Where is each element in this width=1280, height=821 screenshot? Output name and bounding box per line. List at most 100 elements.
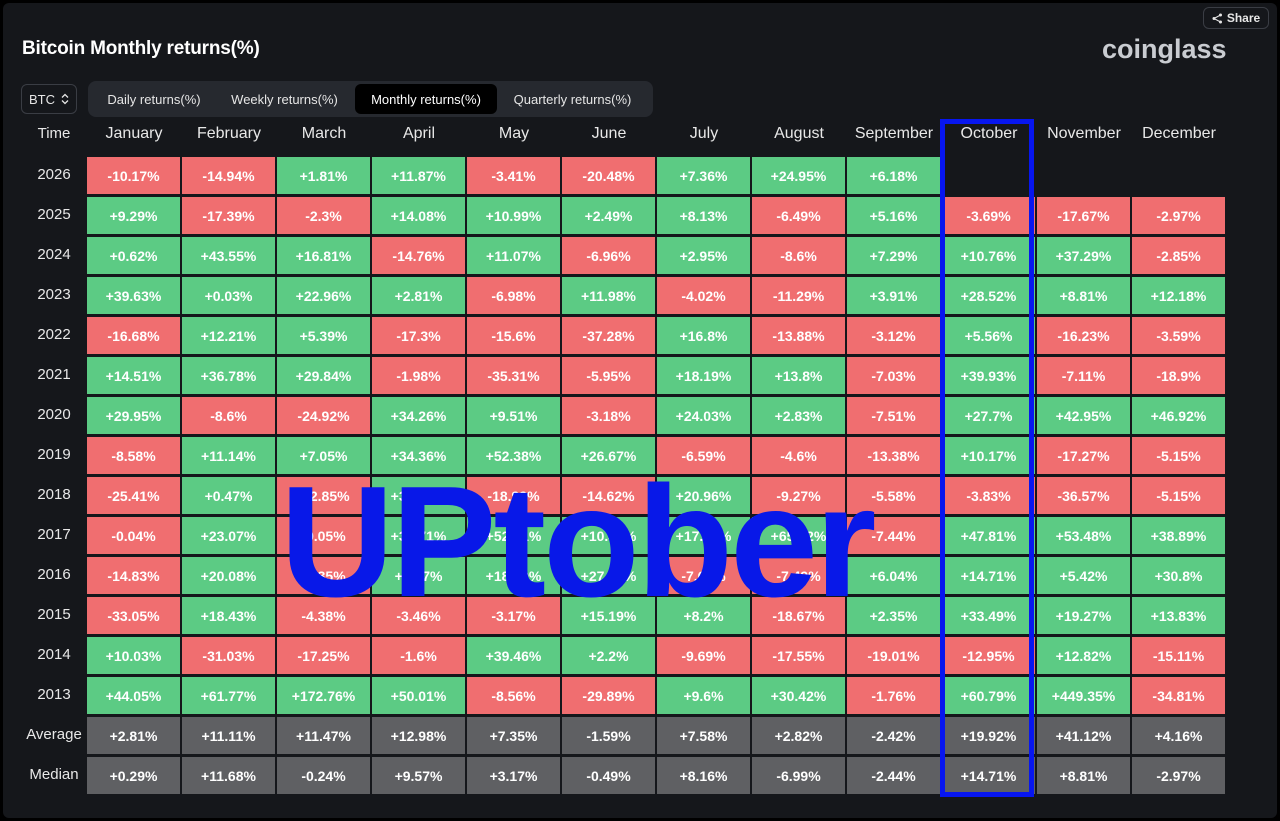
column-header: April — [402, 125, 435, 142]
return-cell: -2.97% — [1132, 197, 1225, 234]
return-cell: +52.71% — [467, 517, 560, 554]
return-cell: +14.71% — [942, 757, 1035, 794]
column-header: December — [1142, 125, 1216, 142]
return-cell: -31.03% — [182, 637, 275, 674]
coin-select[interactable]: BTC — [21, 84, 77, 114]
return-cell: -24.92% — [277, 397, 370, 434]
return-cell: +9.51% — [467, 397, 560, 434]
year-label: 2019 — [37, 446, 71, 463]
return-cell: -7.03% — [847, 357, 940, 394]
return-cell: -13.88% — [752, 317, 845, 354]
return-cell: +27.14% — [562, 557, 655, 594]
column-header: July — [689, 125, 719, 142]
return-cell: +172.76% — [277, 677, 370, 714]
return-cell: -1.98% — [372, 357, 465, 394]
return-cell: +10.03% — [87, 637, 180, 674]
return-cell: +0.03% — [182, 277, 275, 314]
return-cell: +52.38% — [467, 437, 560, 474]
return-cell: +17.92% — [657, 517, 750, 554]
tab-monthly[interactable]: Monthly returns(%) — [355, 84, 497, 114]
return-cell: -8.58% — [87, 437, 180, 474]
return-cell: +7.35% — [467, 717, 560, 754]
return-cell: +2.2% — [562, 637, 655, 674]
return-cell: +5.16% — [847, 197, 940, 234]
column-header: February — [196, 125, 262, 142]
return-cell: -13.38% — [847, 437, 940, 474]
sort-icon — [61, 93, 69, 105]
return-cell: +14.71% — [942, 557, 1035, 594]
return-cell: +2.81% — [372, 277, 465, 314]
return-cell: +7.27% — [372, 557, 465, 594]
return-cell: -7.67% — [657, 557, 750, 594]
return-cell: +33.49% — [942, 597, 1035, 634]
return-cell: -1.59% — [562, 717, 655, 754]
return-cell: +39.46% — [467, 637, 560, 674]
return-cell: -14.62% — [562, 477, 655, 514]
return-cell: +5.39% — [277, 317, 370, 354]
tab-weekly[interactable]: Weekly returns(%) — [231, 91, 338, 107]
column-header: November — [1047, 125, 1121, 142]
return-cell: +44.05% — [87, 677, 180, 714]
share-label: Share — [1226, 11, 1261, 25]
return-cell: -19.01% — [847, 637, 940, 674]
year-label: 2015 — [37, 606, 71, 623]
year-label: 2018 — [37, 486, 71, 503]
return-cell: +65.32% — [752, 517, 845, 554]
year-label: 2024 — [37, 246, 71, 263]
return-cell: +7.58% — [657, 717, 750, 754]
return-cell: -14.94% — [182, 157, 275, 194]
return-cell: +15.19% — [562, 597, 655, 634]
return-cell: -17.55% — [752, 637, 845, 674]
return-cell: +50.01% — [372, 677, 465, 714]
return-cell: -5.95% — [562, 357, 655, 394]
return-cell: -33.05% — [87, 597, 180, 634]
return-cell: +2.83% — [752, 397, 845, 434]
return-cell: +9.57% — [372, 757, 465, 794]
return-cell: +449.35% — [1037, 677, 1130, 714]
return-cell: -3.46% — [372, 597, 465, 634]
return-cell: +34.36% — [372, 437, 465, 474]
return-cell: -3.41% — [467, 157, 560, 194]
year-label: 2013 — [37, 686, 71, 703]
stat-label: Median — [29, 766, 79, 783]
return-cell: +10.99% — [467, 197, 560, 234]
return-cell: +6.04% — [847, 557, 940, 594]
return-cell: +14.51% — [87, 357, 180, 394]
return-cell: +12.82% — [1037, 637, 1130, 674]
return-cell: -11.29% — [752, 277, 845, 314]
return-cell: +11.14% — [182, 437, 275, 474]
return-cell: +42.95% — [1037, 397, 1130, 434]
return-cell: +29.84% — [277, 357, 370, 394]
return-cell: -6.99% — [752, 757, 845, 794]
return-cell: +3.91% — [847, 277, 940, 314]
return-cell: +38.89% — [1132, 517, 1225, 554]
year-label: 2022 — [37, 326, 71, 343]
return-cell: +5.56% — [942, 317, 1035, 354]
share-button[interactable]: Share — [1203, 7, 1269, 29]
column-header: June — [591, 125, 627, 142]
return-cell: +37.29% — [1037, 237, 1130, 274]
return-cell: -7.51% — [847, 397, 940, 434]
return-cell: -37.28% — [562, 317, 655, 354]
return-cell: -1.76% — [847, 677, 940, 714]
return-cell: +24.95% — [752, 157, 845, 194]
tab-quarterly[interactable]: Quarterly returns(%) — [513, 91, 632, 107]
return-cell: -14.76% — [372, 237, 465, 274]
return-cell: -9.05% — [277, 517, 370, 554]
return-cell: +23.07% — [182, 517, 275, 554]
return-cell: -8.6% — [752, 237, 845, 274]
column-header: October — [960, 125, 1018, 142]
return-cell: +29.95% — [87, 397, 180, 434]
return-cell: -4.02% — [657, 277, 750, 314]
return-cell: -3.69% — [942, 197, 1035, 234]
return-cell: +10.45% — [562, 517, 655, 554]
return-cell: +12.98% — [372, 717, 465, 754]
return-cell: +22.96% — [277, 277, 370, 314]
return-cell: -8.56% — [467, 677, 560, 714]
return-cell: +8.2% — [657, 597, 750, 634]
return-cell: +3.17% — [467, 757, 560, 794]
return-cell: -35.31% — [467, 357, 560, 394]
return-cell: +39.63% — [87, 277, 180, 314]
tab-daily[interactable]: Daily returns(%) — [107, 91, 201, 107]
return-cell: -16.23% — [1037, 317, 1130, 354]
